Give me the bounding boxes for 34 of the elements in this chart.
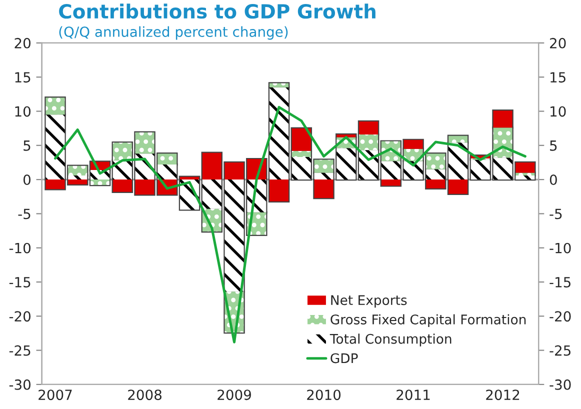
y2-tick-label: -10 bbox=[550, 242, 571, 254]
chart-title: Contributions to GDP Growth bbox=[59, 4, 376, 19]
y-tick-label: -25 bbox=[9, 345, 30, 356]
y2-tick-label: -30 bbox=[550, 379, 571, 390]
y-tick-label: 10 bbox=[15, 106, 30, 117]
chart-subtitle: (Q/Q annualized percent change) bbox=[59, 26, 288, 40]
y-tick-label: -30 bbox=[9, 379, 30, 390]
x-tick-label: 2008 bbox=[128, 390, 162, 400]
y2-tick-label: -20 bbox=[550, 311, 571, 322]
y-tick-label: 20 bbox=[14, 38, 30, 48]
y2-tick-label: -25 bbox=[550, 345, 570, 356]
y2-tick-label: -5 bbox=[550, 208, 562, 220]
y2-tick-label: 20 bbox=[550, 38, 566, 48]
y2-tick-label: -15 bbox=[550, 277, 570, 288]
legend-label: Gross Fixed Capital Formation bbox=[330, 314, 526, 328]
y2-tick-label: 15 bbox=[550, 72, 566, 83]
y-tick-label: 5 bbox=[24, 140, 30, 151]
y2-tick-label: 0 bbox=[550, 174, 557, 186]
y2-tick-label: 5 bbox=[550, 140, 557, 151]
legend-label: Total Consumption bbox=[330, 334, 452, 346]
x-tick-label: 2009 bbox=[218, 390, 251, 400]
x-tick-label: 2007 bbox=[38, 390, 72, 400]
y-tick-label: 15 bbox=[15, 72, 30, 83]
x-tick-label: 2012 bbox=[486, 390, 520, 400]
y-tick-label: -15 bbox=[9, 277, 30, 288]
y-tick-label: 0 bbox=[23, 174, 30, 186]
y-tick-label: -5 bbox=[18, 208, 30, 220]
x-tick-label: 2010 bbox=[307, 390, 341, 400]
y-tick-label: -20 bbox=[9, 311, 30, 322]
legend-label: GDP bbox=[330, 353, 358, 364]
x-tick-label: 2011 bbox=[396, 390, 430, 400]
y2-tick-label: 10 bbox=[550, 106, 566, 117]
legend-label: Net Exports bbox=[331, 295, 407, 308]
y-tick-label: -10 bbox=[9, 242, 30, 254]
